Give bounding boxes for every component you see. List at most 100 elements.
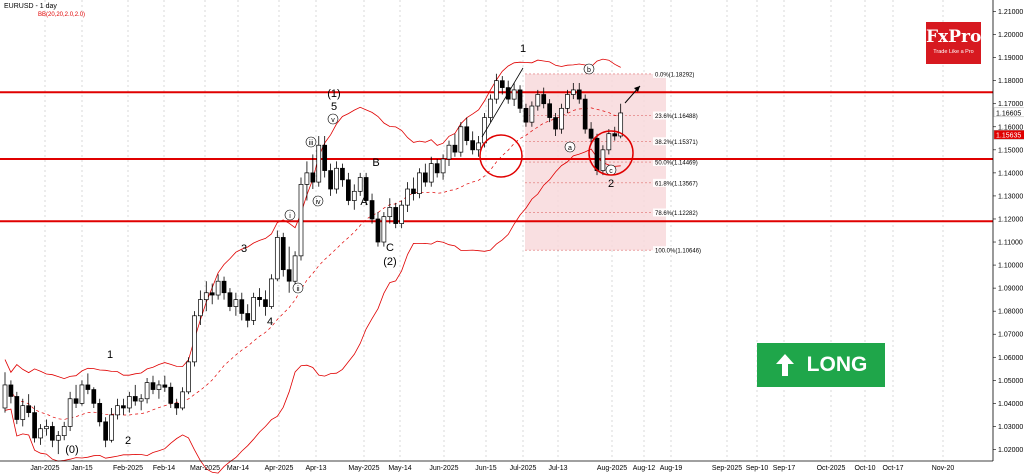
- candle-body: [523, 107, 529, 123]
- price-tick-label: 1.14000: [998, 170, 1023, 177]
- candle-body: [263, 299, 268, 307]
- price-tick-label: 1.20000: [998, 32, 1023, 39]
- candle-body: [440, 158, 446, 174]
- candle: [582, 94, 588, 134]
- brand-name: FxPro: [926, 27, 982, 47]
- candle-body: [186, 361, 191, 393]
- candle-body: [618, 112, 624, 137]
- wave-label: C: [386, 242, 394, 254]
- candle-body: [351, 190, 357, 201]
- candle-body: [73, 398, 79, 404]
- candle: [541, 87, 547, 109]
- candle-body: [322, 144, 328, 171]
- price-tick-label: 1.05000: [998, 378, 1023, 385]
- candle: [227, 288, 233, 312]
- candle-body: [553, 117, 558, 130]
- wave-label-circle: [583, 63, 595, 75]
- candle-body: [132, 396, 138, 402]
- candle-body: [387, 207, 393, 218]
- chart-grid: [44, 0, 944, 461]
- candle: [203, 281, 209, 312]
- candle: [79, 380, 85, 406]
- candle-body: [168, 386, 174, 404]
- candle: [417, 168, 422, 199]
- candle: [215, 274, 221, 300]
- candle: [565, 89, 570, 113]
- candle: [405, 182, 410, 213]
- candle-body: [79, 384, 85, 404]
- wave-label-circle: [327, 113, 339, 125]
- candle-body: [20, 405, 26, 420]
- time-tick-label: Feb-2025: [113, 465, 143, 472]
- candle: [422, 163, 428, 187]
- candle-body: [582, 98, 588, 130]
- candle-body: [606, 133, 612, 151]
- price-tick-label: 1.21000: [998, 9, 1023, 16]
- candle-body: [245, 313, 251, 321]
- candle-body: [452, 144, 458, 153]
- candle: [55, 431, 61, 455]
- candle-body: [269, 278, 274, 307]
- candle: [375, 212, 381, 247]
- candle-body: [8, 384, 14, 397]
- fib-level-label: 38.2%(1.15371): [655, 140, 698, 146]
- candle: [316, 135, 322, 187]
- candle: [209, 283, 215, 305]
- wave-label: B: [372, 157, 379, 169]
- candle-body: [55, 435, 61, 441]
- wave-label: c: [609, 168, 613, 175]
- price-tick-label: 1.07000: [998, 332, 1023, 339]
- fib-label-bg: [653, 158, 697, 167]
- candle-body: [334, 167, 339, 190]
- candle-body: [565, 94, 570, 109]
- candle: [346, 172, 351, 206]
- candle-body: [547, 103, 552, 118]
- candle-body: [594, 137, 600, 171]
- price-tick-label: 1.09000: [998, 286, 1023, 293]
- candle: [470, 131, 476, 155]
- time-tick-label: Nov-20: [932, 465, 955, 472]
- candle: [304, 161, 310, 201]
- wave-label: v: [331, 117, 335, 124]
- candle: [251, 292, 256, 326]
- candle: [576, 82, 582, 104]
- candle: [363, 172, 369, 206]
- marker-price-label: 1.15635: [996, 133, 1021, 140]
- wave-label: 1: [107, 349, 113, 361]
- wave-label: (2): [383, 256, 396, 268]
- candle: [351, 184, 357, 210]
- price-tick-label: 1.04000: [998, 401, 1023, 408]
- candle-body: [328, 170, 333, 190]
- price-tick-label: 1.17000: [998, 101, 1023, 108]
- candle: [91, 387, 97, 408]
- candle: [168, 382, 174, 408]
- candle: [547, 99, 552, 123]
- candle: [269, 274, 274, 309]
- fib-label-bg: [653, 69, 697, 78]
- candle: [263, 290, 268, 316]
- candle-body: [511, 89, 517, 100]
- last-price-tag: [993, 107, 1024, 118]
- candle-body: [588, 128, 594, 139]
- fib-label-bg: [653, 246, 697, 255]
- candle: [221, 276, 227, 300]
- candle: [121, 398, 126, 415]
- projection-arrow-head: [634, 86, 640, 92]
- candle: [85, 373, 91, 395]
- brand-tagline: Trade Like a Pro: [933, 49, 974, 55]
- candle: [428, 156, 434, 187]
- wave-label: 1: [520, 43, 526, 55]
- candle-body: [221, 280, 227, 294]
- candle: [369, 193, 375, 224]
- candle-body: [310, 172, 316, 183]
- candle-body: [346, 179, 351, 201]
- candle-body: [381, 216, 387, 243]
- candle-body: [612, 133, 618, 137]
- candle-body: [162, 384, 168, 388]
- candle-body: [203, 292, 209, 300]
- candle-body: [215, 280, 221, 296]
- bollinger-lower: [4, 148, 621, 474]
- wave-label: (0): [65, 444, 78, 456]
